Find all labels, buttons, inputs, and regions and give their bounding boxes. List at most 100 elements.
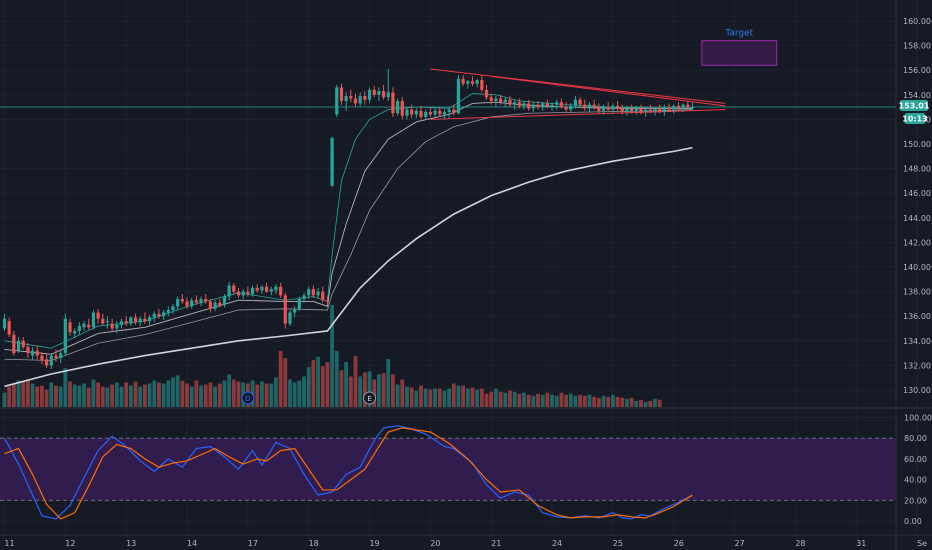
time-axis[interactable]: 11 12 13 14 17 18 19 20 21 24 25 26 27 28 31 Se	[4, 539, 927, 548]
volume-bar	[334, 350, 339, 407]
volume-bar	[86, 387, 91, 407]
volume-bar	[592, 396, 597, 407]
candle-body	[40, 355, 44, 361]
candle-body	[293, 308, 297, 313]
candle-body	[625, 108, 629, 113]
candle-body	[63, 318, 67, 354]
volume-bar	[615, 396, 620, 407]
time-tick-label: 27	[734, 539, 744, 548]
event-marker-e	[363, 391, 377, 405]
candle-body	[26, 346, 30, 354]
volume-bar	[320, 366, 325, 407]
volume-bar	[526, 394, 531, 407]
volume-bar	[625, 398, 629, 407]
candle-body	[372, 89, 376, 95]
candle-body	[166, 310, 170, 313]
candlesticks	[2, 68, 695, 370]
volume-bar	[512, 391, 517, 407]
volume-bar	[564, 394, 568, 407]
volume-bar	[400, 379, 405, 407]
volume-bar	[288, 379, 292, 407]
candle-body	[377, 91, 381, 95]
candle-body	[110, 323, 114, 329]
candle-body	[147, 317, 152, 322]
volume-bar	[63, 368, 68, 407]
candle-body	[264, 286, 269, 292]
candle-body	[162, 312, 166, 317]
volume-bar	[302, 376, 306, 407]
candle-body	[587, 104, 592, 109]
volume-bar	[447, 388, 451, 407]
time-tick-label: 13	[126, 539, 136, 548]
volume-bar	[419, 385, 423, 407]
volume-bar	[152, 380, 157, 407]
candle-body	[246, 291, 250, 295]
volume-bar	[306, 367, 311, 407]
candle-body	[456, 78, 461, 114]
volume-bar	[100, 386, 105, 407]
volume-bar	[72, 384, 77, 407]
candle-body	[461, 78, 465, 84]
volume-bar	[157, 382, 161, 407]
moving-average-line	[4, 93, 693, 349]
oscillator-band	[0, 438, 896, 501]
candle-body	[527, 103, 531, 109]
candle-body	[194, 300, 198, 303]
candle-body	[601, 107, 606, 111]
candle-body	[288, 312, 292, 324]
moving-averages	[4, 93, 693, 388]
candle-body	[176, 298, 180, 307]
candle-body	[555, 102, 559, 105]
volume-bar	[143, 384, 147, 407]
candle-body	[16, 340, 21, 351]
volume-bar	[353, 356, 358, 407]
volume-bar	[325, 362, 330, 407]
volume-bar	[428, 389, 433, 407]
triangle-pattern[interactable]	[430, 68, 726, 120]
candle-body	[578, 99, 582, 105]
candle-body	[105, 321, 110, 323]
candle-body	[658, 108, 662, 113]
candle-body	[484, 89, 489, 98]
time-tick-label: 11	[4, 539, 14, 548]
candle-body	[152, 313, 156, 318]
candle-body	[227, 285, 231, 297]
volume-bar	[54, 385, 58, 407]
time-tick-label: 25	[613, 539, 623, 548]
candle-body	[260, 286, 264, 291]
price-axis[interactable]: 160.00158.00156.00154.00152.00150.00148.…	[903, 17, 931, 395]
candle-body	[592, 104, 596, 108]
volume-bar	[639, 399, 643, 407]
time-tick-label: 18	[309, 539, 319, 548]
volume-bar	[643, 401, 648, 407]
volume-bar	[91, 379, 96, 407]
candle-body	[250, 287, 255, 295]
price-tick-label: 142.00	[903, 238, 931, 247]
candle-body	[367, 89, 372, 100]
oscillator-tick-label: 20.00	[904, 496, 927, 505]
volume-bar	[578, 394, 583, 407]
volume-bar	[451, 383, 456, 407]
volume-bar	[278, 350, 283, 407]
volume-bar	[494, 388, 498, 407]
volume-bar	[540, 394, 545, 407]
time-tick-label: 28	[795, 539, 805, 548]
target-zone[interactable]	[701, 40, 778, 66]
oscillator-axis[interactable]: 100.00 80.00 60.00 40.00 20.00 0.00	[904, 414, 932, 527]
price-tick-label: 140.00	[903, 263, 931, 272]
candle-body	[428, 112, 432, 115]
candle-body	[316, 291, 320, 296]
candle-body	[274, 286, 278, 291]
oscillator-tick-label: 0.00	[904, 517, 922, 526]
candle-body	[438, 110, 442, 115]
event-marker-d	[241, 391, 255, 405]
volume-bar	[236, 381, 241, 407]
candle-body	[648, 109, 652, 111]
candle-body	[133, 317, 138, 323]
volume-bar	[465, 388, 470, 407]
candle-body	[330, 137, 334, 186]
candle-body	[494, 98, 498, 101]
volume-bars	[2, 305, 662, 407]
